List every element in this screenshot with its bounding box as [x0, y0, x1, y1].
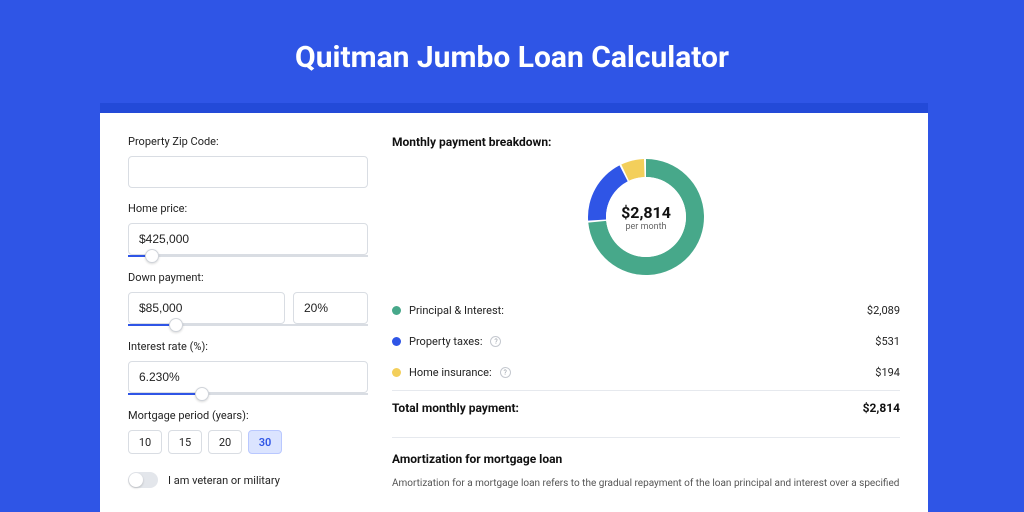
down-payment-label: Down payment:: [128, 271, 368, 284]
home-price-block: Home price:: [128, 202, 368, 257]
home-price-label: Home price:: [128, 202, 368, 215]
interest-rate-input[interactable]: [128, 361, 368, 393]
legend-row: Property taxes:? $531: [392, 326, 900, 357]
card-shadow: Property Zip Code: Home price: Down paym…: [100, 103, 928, 512]
amortization-text: Amortization for a mortgage loan refers …: [392, 476, 900, 491]
legend-dot: [392, 337, 401, 346]
donut-center: $2,814 per month: [606, 177, 686, 257]
veteran-label: I am veteran or military: [168, 474, 280, 487]
donut-wrap: $2,814 per month: [392, 157, 900, 277]
mortgage-period-option-30[interactable]: 30: [248, 430, 282, 454]
mortgage-period-option-10[interactable]: 10: [128, 430, 162, 454]
legend-value: $194: [875, 366, 900, 379]
down-payment-slider[interactable]: [128, 324, 368, 326]
breakdown-column: Monthly payment breakdown: $2,814 per mo…: [392, 135, 900, 512]
legend-value: $2,089: [867, 304, 900, 317]
down-payment-input[interactable]: [128, 292, 285, 324]
home-price-slider-thumb[interactable]: [145, 249, 159, 263]
zip-label: Property Zip Code:: [128, 135, 368, 148]
home-price-input[interactable]: [128, 223, 368, 255]
legend-row: Home insurance:? $194: [392, 357, 900, 388]
breakdown-legend: Principal & Interest: $2,089 Property taxe…: [392, 295, 900, 388]
legend-dot: [392, 306, 401, 315]
amortization-section: Amortization for mortgage loan Amortizat…: [392, 437, 900, 491]
form-column: Property Zip Code: Home price: Down paym…: [128, 135, 368, 512]
payment-donut-chart: $2,814 per month: [586, 157, 706, 277]
info-icon[interactable]: ?: [490, 336, 501, 347]
veteran-row: I am veteran or military: [128, 472, 368, 488]
info-icon[interactable]: ?: [500, 367, 511, 378]
veteran-toggle[interactable]: [128, 472, 158, 488]
calculator-card: Property Zip Code: Home price: Down paym…: [100, 113, 928, 512]
legend-row: Principal & Interest: $2,089: [392, 295, 900, 326]
mortgage-period-block: Mortgage period (years): 10152030: [128, 409, 368, 454]
donut-amount: $2,814: [621, 203, 671, 222]
zip-input[interactable]: [128, 156, 368, 188]
veteran-toggle-knob: [129, 473, 143, 487]
total-value: $2,814: [863, 401, 900, 415]
down-payment-pct-input[interactable]: [293, 292, 368, 324]
mortgage-period-option-15[interactable]: 15: [168, 430, 202, 454]
mortgage-period-options: 10152030: [128, 430, 368, 454]
legend-dot: [392, 368, 401, 377]
interest-rate-slider[interactable]: [128, 393, 368, 395]
down-payment-slider-thumb[interactable]: [169, 318, 183, 332]
down-payment-block: Down payment:: [128, 271, 368, 326]
amortization-title: Amortization for mortgage loan: [392, 452, 900, 466]
mortgage-period-label: Mortgage period (years):: [128, 409, 368, 422]
donut-sub: per month: [625, 222, 666, 232]
zip-field-block: Property Zip Code:: [128, 135, 368, 188]
interest-rate-block: Interest rate (%):: [128, 340, 368, 395]
mortgage-period-option-20[interactable]: 20: [208, 430, 242, 454]
breakdown-title: Monthly payment breakdown:: [392, 135, 900, 149]
legend-value: $531: [875, 335, 900, 348]
home-price-slider[interactable]: [128, 255, 368, 257]
interest-rate-slider-thumb[interactable]: [195, 387, 209, 401]
page-title: Quitman Jumbo Loan Calculator: [0, 0, 1024, 103]
legend-label: Property taxes:: [409, 335, 482, 348]
total-row: Total monthly payment: $2,814: [392, 390, 900, 425]
legend-label: Home insurance:: [409, 366, 492, 379]
interest-rate-label: Interest rate (%):: [128, 340, 368, 353]
legend-label: Principal & Interest:: [409, 304, 504, 317]
total-label: Total monthly payment:: [392, 401, 519, 415]
